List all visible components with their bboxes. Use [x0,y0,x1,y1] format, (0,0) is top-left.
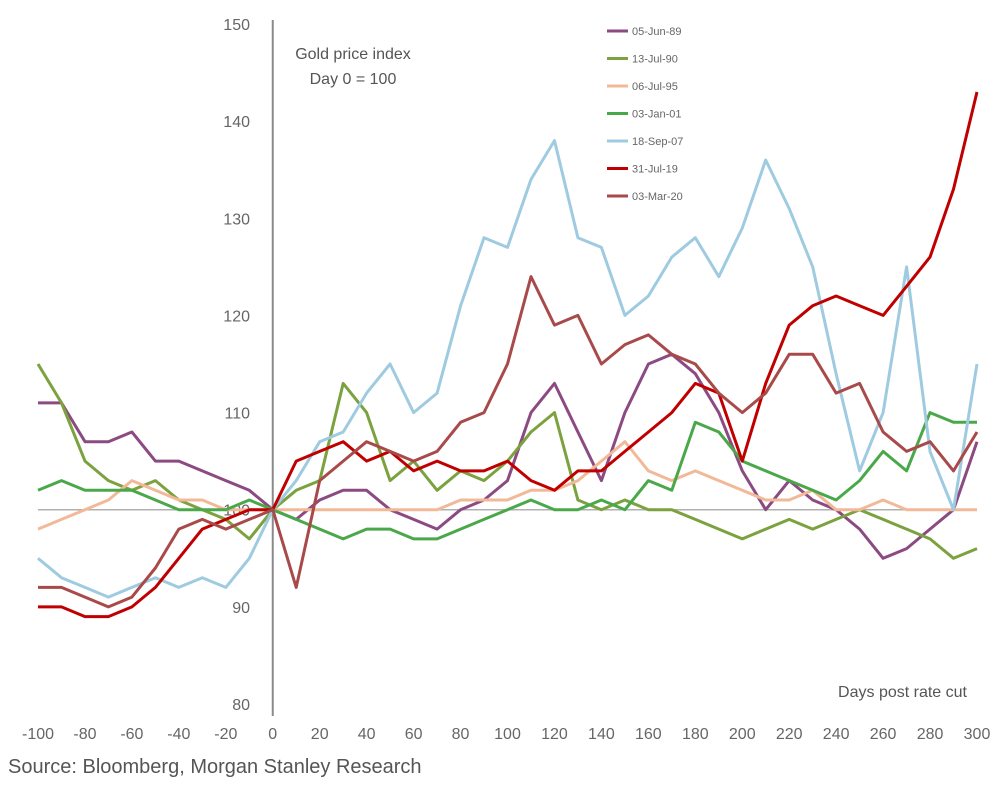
series-line-03-Jan-01 [37,411,977,541]
x-tick-label: 60 [405,726,423,743]
chart-subtitle: Day 0 = 100 [310,71,397,88]
x-tick-label: -20 [214,726,237,743]
legend: 05-Jun-89 13-Jul-90 06-Jul-95 03-Jan-01 18-S… [607,26,683,203]
x-tick-label: 40 [358,726,376,743]
series-group [36,91,979,619]
x-axis: -100 -80 -60 -40 -20 0 20 40 60 80 100 120 140 160 180… [22,726,990,743]
y-tick-label: 140 [223,114,250,131]
legend-label: 18-Sep-07 [632,136,683,148]
y-tick-label: 120 [223,308,250,325]
y-tick-label: 130 [223,211,250,228]
x-tick-label: 300 [964,726,991,743]
x-tick-label: 220 [776,726,803,743]
legend-label: 03-Mar-20 [632,191,683,203]
x-tick-label: 280 [917,726,944,743]
x-tick-label: -80 [73,726,96,743]
legend-label: 03-Jan-01 [632,109,682,121]
legend-label: 05-Jun-89 [632,26,682,38]
x-tick-label: 100 [494,726,521,743]
y-tick-label: 80 [232,697,250,714]
chart: 80 90 100 110 120 130 140 150 -100 -80 -60 -40 -20 0… [22,17,990,743]
y-tick-label: 150 [223,17,250,34]
series-line-05-Jun-89 [38,352,979,560]
series-line-06-Jul-95 [37,440,977,531]
series-line-03-Mar-20 [38,275,979,609]
x-tick-label: 240 [823,726,850,743]
x-tick-label: 180 [682,726,709,743]
x-tick-label: -60 [120,726,143,743]
x-tick-label: 120 [541,726,568,743]
source-note: Source: Bloomberg, Morgan Stanley Resear… [8,756,422,778]
x-tick-label: -40 [167,726,190,743]
x-tick-label: 260 [870,726,897,743]
x-tick-label: 80 [452,726,470,743]
legend-label: 06-Jul-95 [632,81,678,93]
y-tick-label: 110 [224,406,250,423]
chart-title: Gold price index [295,46,411,63]
x-tick-label: 200 [729,726,756,743]
x-axis-label: Days post rate cut [838,684,968,701]
legend-label: 13-Jul-90 [632,54,678,66]
y-tick-label: 90 [232,600,250,617]
x-tick-label: 160 [635,726,662,743]
series-line-31-Jul-19 [38,91,979,619]
x-tick-label: 140 [588,726,615,743]
x-tick-label: -100 [22,726,54,743]
legend-label: 31-Jul-19 [632,164,678,176]
x-tick-label: 0 [268,726,277,743]
x-tick-label: 20 [311,726,329,743]
